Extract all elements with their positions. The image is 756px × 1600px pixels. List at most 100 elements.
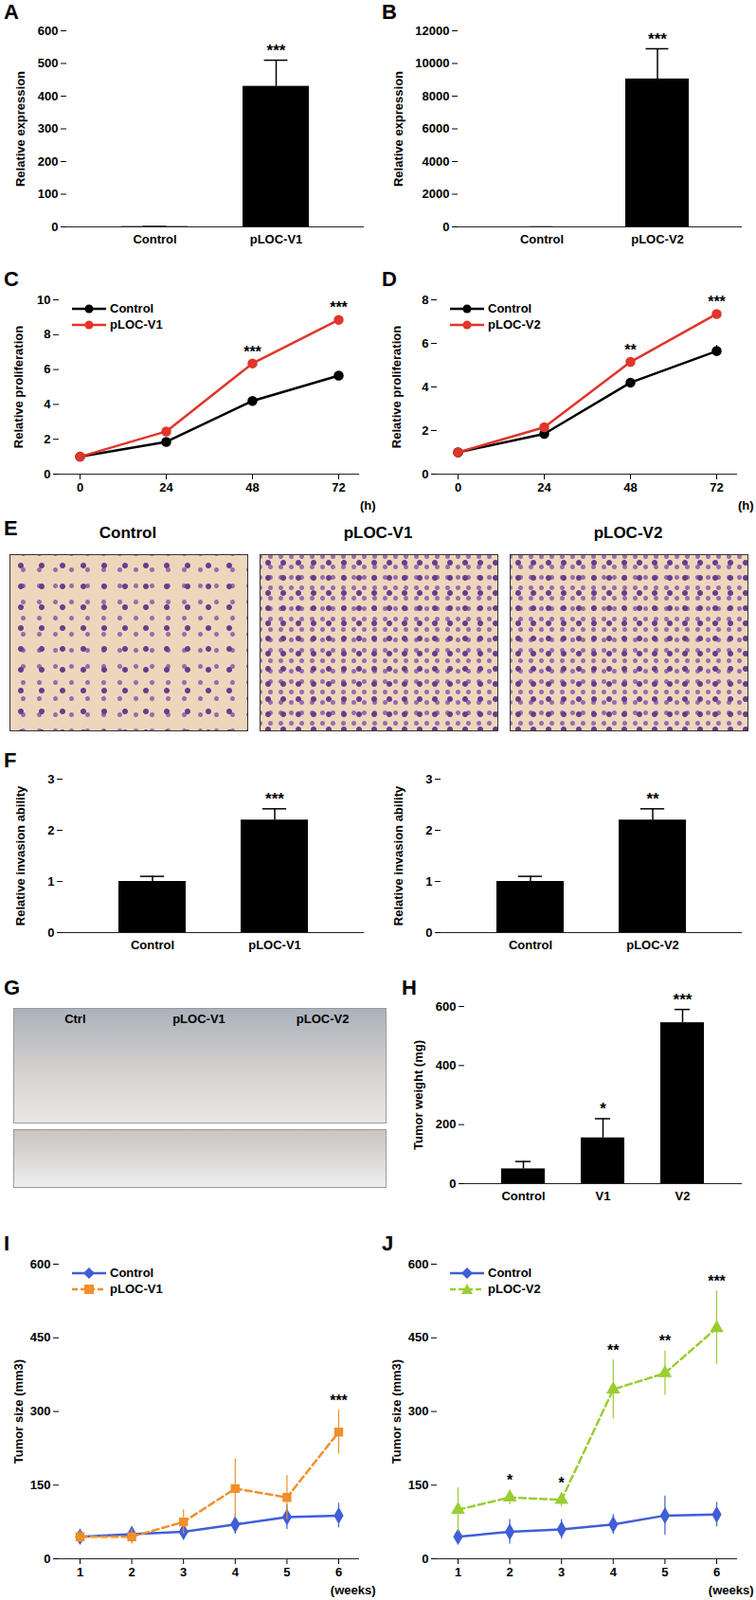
svg-text:8: 8 (43, 326, 51, 342)
svg-text:72: 72 (331, 480, 345, 495)
svg-text:**: ** (624, 342, 637, 359)
svg-text:10: 10 (36, 292, 51, 307)
svg-text:*: * (558, 1475, 566, 1492)
svg-text:Relative invasion ability: Relative invasion ability (13, 785, 28, 926)
svg-text:24: 24 (159, 480, 174, 495)
svg-text:1: 1 (454, 1565, 462, 1580)
svg-text:1: 1 (425, 874, 432, 889)
svg-text:600: 600 (30, 1257, 52, 1272)
svg-text:Relative proliferation: Relative proliferation (389, 325, 404, 449)
svg-text:2: 2 (421, 423, 429, 438)
svg-text:4: 4 (610, 1565, 618, 1580)
svg-text:***: *** (265, 790, 285, 809)
svg-text:(weeks): (weeks) (708, 1583, 755, 1598)
svg-text:**: ** (646, 790, 660, 809)
svg-text:2: 2 (505, 1565, 513, 1580)
svg-text:450: 450 (408, 1330, 430, 1345)
svg-text:0: 0 (421, 467, 429, 482)
svg-text:***: *** (648, 30, 667, 49)
svg-text:(h): (h) (738, 498, 755, 513)
svg-text:1: 1 (76, 1565, 84, 1580)
svg-text:(weeks): (weeks) (330, 1583, 377, 1598)
svg-text:200: 200 (37, 154, 59, 169)
svg-text:Relative expression: Relative expression (391, 71, 406, 187)
svg-text:V1: V1 (595, 1188, 612, 1204)
svg-text:***: *** (243, 343, 262, 360)
svg-text:Tumor weight (mg): Tumor weight (mg) (411, 1040, 426, 1151)
svg-text:***: *** (707, 1273, 726, 1290)
svg-text:***: *** (329, 299, 348, 316)
svg-text:0: 0 (43, 1551, 51, 1566)
svg-text:0: 0 (47, 925, 54, 940)
svg-text:1: 1 (47, 874, 54, 889)
svg-text:0: 0 (421, 1551, 429, 1566)
svg-text:8: 8 (421, 292, 429, 307)
svg-text:3: 3 (425, 772, 432, 787)
svg-text:2: 2 (425, 823, 432, 838)
svg-text:pLOC-V2: pLOC-V2 (630, 232, 684, 247)
svg-text:0: 0 (425, 925, 432, 940)
svg-text:12000: 12000 (414, 23, 450, 38)
svg-text:300: 300 (408, 1404, 430, 1419)
svg-text:200: 200 (435, 1116, 457, 1132)
svg-text:***: *** (329, 1392, 348, 1409)
svg-text:2: 2 (43, 432, 51, 447)
svg-text:0: 0 (51, 219, 58, 234)
svg-text:2000: 2000 (422, 186, 450, 201)
svg-text:600: 600 (37, 23, 59, 38)
svg-text:6: 6 (421, 336, 429, 351)
svg-text:0: 0 (454, 480, 462, 495)
svg-text:***: *** (707, 293, 726, 310)
svg-text:400: 400 (435, 1058, 457, 1073)
svg-text:5: 5 (661, 1565, 668, 1580)
svg-text:V2: V2 (675, 1188, 691, 1204)
svg-text:150: 150 (408, 1477, 430, 1493)
svg-text:***: *** (267, 41, 287, 60)
svg-text:0: 0 (442, 219, 450, 234)
svg-text:3: 3 (47, 772, 54, 787)
svg-text:500: 500 (37, 55, 59, 71)
svg-text:(h): (h) (360, 498, 377, 513)
svg-text:48: 48 (623, 480, 637, 495)
svg-text:Relative expression: Relative expression (13, 71, 28, 187)
svg-text:0: 0 (76, 480, 84, 495)
svg-text:6: 6 (713, 1565, 720, 1580)
svg-text:0: 0 (43, 467, 51, 482)
svg-text:3: 3 (180, 1565, 187, 1580)
svg-text:6: 6 (335, 1565, 342, 1580)
svg-text:300: 300 (30, 1404, 52, 1419)
svg-text:6: 6 (43, 361, 51, 377)
svg-text:100: 100 (37, 186, 59, 201)
svg-text:4000: 4000 (422, 154, 450, 169)
svg-text:**: ** (607, 1342, 620, 1359)
svg-text:72: 72 (709, 480, 723, 495)
svg-text:48: 48 (245, 480, 259, 495)
svg-text:*: * (599, 1099, 607, 1118)
svg-text:Control: Control (501, 1188, 545, 1204)
svg-text:3: 3 (558, 1565, 565, 1580)
svg-text:pLOC-V1: pLOC-V1 (250, 232, 304, 247)
svg-text:pLOC-V1: pLOC-V1 (248, 937, 302, 953)
svg-text:Tumor size (mm3): Tumor size (mm3) (11, 1359, 26, 1464)
svg-text:5: 5 (283, 1565, 290, 1580)
svg-text:4: 4 (421, 379, 430, 395)
svg-text:Control: Control (130, 937, 175, 953)
svg-text:8000: 8000 (422, 89, 450, 104)
svg-text:*: * (506, 1472, 514, 1489)
svg-text:600: 600 (408, 1257, 430, 1272)
svg-text:Tumor size (mm3): Tumor size (mm3) (389, 1359, 404, 1464)
svg-text:24: 24 (537, 480, 552, 495)
svg-text:**: ** (659, 1332, 672, 1350)
svg-text:pLOC-V2: pLOC-V2 (626, 937, 680, 953)
svg-text:Control: Control (132, 232, 177, 247)
svg-text:Relative invasion ability: Relative invasion ability (391, 785, 406, 926)
svg-text:150: 150 (30, 1477, 52, 1493)
svg-text:Control: Control (520, 232, 564, 247)
svg-text:2: 2 (127, 1565, 135, 1580)
svg-text:4: 4 (43, 396, 52, 412)
svg-text:6000: 6000 (422, 121, 450, 136)
svg-text:0: 0 (449, 1176, 456, 1191)
svg-text:300: 300 (37, 121, 59, 136)
svg-text:4: 4 (232, 1565, 240, 1580)
svg-text:450: 450 (30, 1330, 52, 1345)
